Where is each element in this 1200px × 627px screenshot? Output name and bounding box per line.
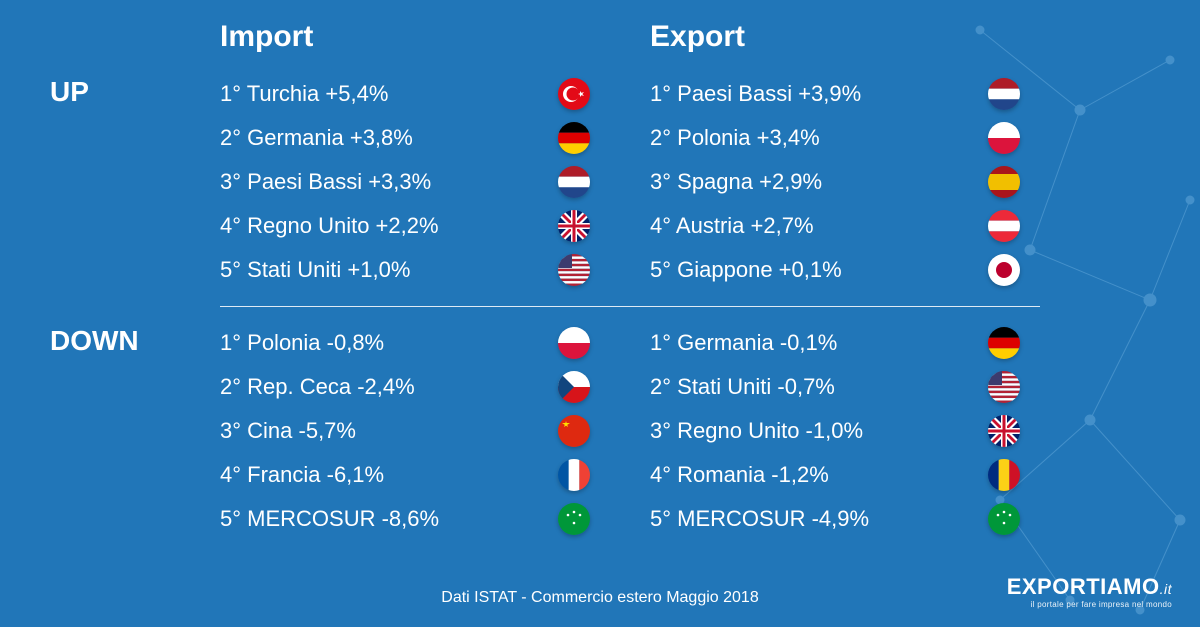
section-up: UP 1° Turchia +5,4% 2° Germania +3,8% 3° P… <box>50 72 1120 292</box>
label-up: UP <box>50 72 220 108</box>
ranking-row: 2° Rep. Ceca -2,4% <box>220 365 650 409</box>
ranking-row: 1° Turchia +5,4% <box>220 72 650 116</box>
uk-flag-icon <box>988 415 1020 447</box>
section-down: DOWN 1° Polonia -0,8% 2° Rep. Ceca -2,4% 3… <box>50 321 1120 541</box>
ranking-text: 4° Austria +2,7% <box>650 213 814 239</box>
ranking-row: 3° Spagna +2,9% <box>650 160 1050 204</box>
poland-flag-icon <box>988 122 1020 154</box>
czech-flag-icon <box>558 371 590 403</box>
ranking-row: 5° MERCOSUR -4,9% <box>650 497 1050 541</box>
ranking-row: 3° Paesi Bassi +3,3% <box>220 160 650 204</box>
ranking-text: 4° Regno Unito +2,2% <box>220 213 439 239</box>
ranking-row: 2° Polonia +3,4% <box>650 116 1050 160</box>
ranking-text: 5° MERCOSUR -4,9% <box>650 506 869 532</box>
ranking-text: 3° Cina -5,7% <box>220 418 356 444</box>
ranking-row: 3° Cina -5,7% <box>220 409 650 453</box>
japan-flag-icon <box>988 254 1020 286</box>
romania-flag-icon <box>988 459 1020 491</box>
up-import-list: 1° Turchia +5,4% 2° Germania +3,8% 3° Paes… <box>220 72 650 292</box>
mercosur-flag-icon <box>988 503 1020 535</box>
ranking-text: 1° Paesi Bassi +3,9% <box>650 81 861 107</box>
ranking-row: 5° Giappone +0,1% <box>650 248 1050 292</box>
ranking-row: 2° Germania +3,8% <box>220 116 650 160</box>
ranking-row: 4° Francia -6,1% <box>220 453 650 497</box>
poland-flag-icon <box>558 327 590 359</box>
ranking-row: 5° Stati Uniti +1,0% <box>220 248 650 292</box>
turkey-flag-icon <box>558 78 590 110</box>
ranking-text: 3° Regno Unito -1,0% <box>650 418 863 444</box>
down-import-list: 1° Polonia -0,8% 2° Rep. Ceca -2,4% 3° Cin… <box>220 321 650 541</box>
netherlands-flag-icon <box>988 78 1020 110</box>
ranking-row: 4° Austria +2,7% <box>650 204 1050 248</box>
ranking-row: 1° Polonia -0,8% <box>220 321 650 365</box>
ranking-row: 2° Stati Uniti -0,7% <box>650 365 1050 409</box>
ranking-text: 5° MERCOSUR -8,6% <box>220 506 439 532</box>
logo-brand: EXPORTIAMO <box>1007 574 1160 599</box>
mercosur-flag-icon <box>558 503 590 535</box>
spain-flag-icon <box>988 166 1020 198</box>
ranking-text: 1° Germania -0,1% <box>650 330 837 356</box>
netherlands-flag-icon <box>558 166 590 198</box>
ranking-text: 2° Stati Uniti -0,7% <box>650 374 835 400</box>
china-flag-icon <box>558 415 590 447</box>
ranking-text: 3° Paesi Bassi +3,3% <box>220 169 431 195</box>
ranking-row: 4° Romania -1,2% <box>650 453 1050 497</box>
uk-flag-icon <box>558 210 590 242</box>
ranking-text: 1° Turchia +5,4% <box>220 81 388 107</box>
germany-flag-icon <box>558 122 590 154</box>
ranking-text: 2° Rep. Ceca -2,4% <box>220 374 415 400</box>
ranking-row: 1° Germania -0,1% <box>650 321 1050 365</box>
up-export-list: 1° Paesi Bassi +3,9% 2° Polonia +3,4% 3° S… <box>650 72 1050 292</box>
ranking-row: 3° Regno Unito -1,0% <box>650 409 1050 453</box>
ranking-text: 5° Giappone +0,1% <box>650 257 842 283</box>
header-export: Export <box>650 20 1050 54</box>
ranking-text: 1° Polonia -0,8% <box>220 330 384 356</box>
label-down: DOWN <box>50 321 220 357</box>
main-content: Import Export UP 1° Turchia +5,4% 2° Germ… <box>50 20 1120 541</box>
logo-ext: .it <box>1160 581 1172 597</box>
logo: EXPORTIAMO.it il portale per fare impres… <box>1007 574 1172 609</box>
ranking-text: 3° Spagna +2,9% <box>650 169 822 195</box>
ranking-text: 2° Germania +3,8% <box>220 125 413 151</box>
usa-flag-icon <box>558 254 590 286</box>
austria-flag-icon <box>988 210 1020 242</box>
ranking-row: 1° Paesi Bassi +3,9% <box>650 72 1050 116</box>
header-import: Import <box>220 20 650 54</box>
down-export-list: 1° Germania -0,1% 2° Stati Uniti -0,7% 3° … <box>650 321 1050 541</box>
ranking-text: 2° Polonia +3,4% <box>650 125 820 151</box>
column-headers: Import Export <box>220 20 1120 54</box>
germany-flag-icon <box>988 327 1020 359</box>
france-flag-icon <box>558 459 590 491</box>
logo-tagline: il portale per fare impresa nel mondo <box>1007 600 1172 609</box>
ranking-row: 4° Regno Unito +2,2% <box>220 204 650 248</box>
ranking-text: 4° Francia -6,1% <box>220 462 384 488</box>
divider <box>220 306 1040 307</box>
ranking-text: 4° Romania -1,2% <box>650 462 829 488</box>
usa-flag-icon <box>988 371 1020 403</box>
ranking-text: 5° Stati Uniti +1,0% <box>220 257 410 283</box>
ranking-row: 5° MERCOSUR -8,6% <box>220 497 650 541</box>
